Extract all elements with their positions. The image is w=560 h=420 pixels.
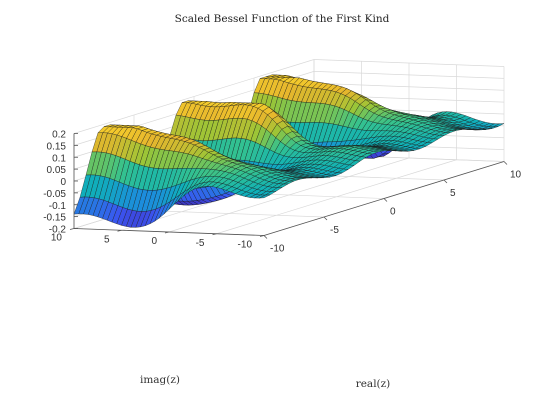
z-tick-label: -0.15	[43, 213, 66, 224]
z-tick-label: -0.2	[49, 225, 67, 236]
chart-title: Scaled Bessel Function of the First Kind	[175, 13, 390, 25]
grid-line-y-floor	[216, 159, 457, 235]
x-tick-label: 5	[450, 188, 456, 199]
y-tick-mark	[212, 233, 217, 236]
y-tick-label: -5	[196, 238, 205, 249]
z-tick-label: 0.2	[52, 130, 66, 141]
y-tick-mark	[117, 229, 122, 232]
x-tick-label: 0	[390, 207, 396, 218]
y-tick-mark	[259, 235, 265, 237]
y-tick-label: 0	[151, 236, 157, 247]
z-tick-label: -0.05	[43, 189, 66, 200]
x-tick-mark	[503, 161, 508, 165]
y-tick-label: 10	[51, 233, 63, 244]
z-tick-label: 0.1	[52, 153, 66, 164]
x-tick-mark	[443, 179, 448, 184]
x-tick-label: -10	[270, 244, 285, 255]
x-tick-label: -5	[330, 225, 339, 236]
axes-frame	[69, 133, 508, 239]
y-axis-label: imag(z)	[140, 374, 180, 386]
x-tick-mark	[383, 198, 388, 202]
x-axis-label: real(z)	[356, 378, 391, 390]
y-tick-label: -10	[238, 240, 253, 251]
z-tick-label: 0	[60, 177, 66, 188]
z-tick-label: -0.1	[49, 201, 67, 212]
tick-labels: -0.2-0.15-0.1-0.0500.050.10.150.2-10-505…	[43, 130, 521, 255]
y-tick-mark	[69, 228, 75, 230]
z-tick-label: 0.05	[47, 165, 67, 176]
x-tick-mark	[263, 235, 268, 239]
z-tick-label: 0.15	[47, 141, 67, 152]
surface-facet	[259, 194, 271, 199]
surface-plot	[73, 74, 505, 228]
x-tick-label: 10	[510, 170, 522, 181]
y-tick-mark	[164, 231, 170, 234]
grid-line-y-floor	[168, 157, 410, 233]
y-tick-label: 5	[104, 234, 110, 245]
x-tick-mark	[323, 216, 328, 221]
